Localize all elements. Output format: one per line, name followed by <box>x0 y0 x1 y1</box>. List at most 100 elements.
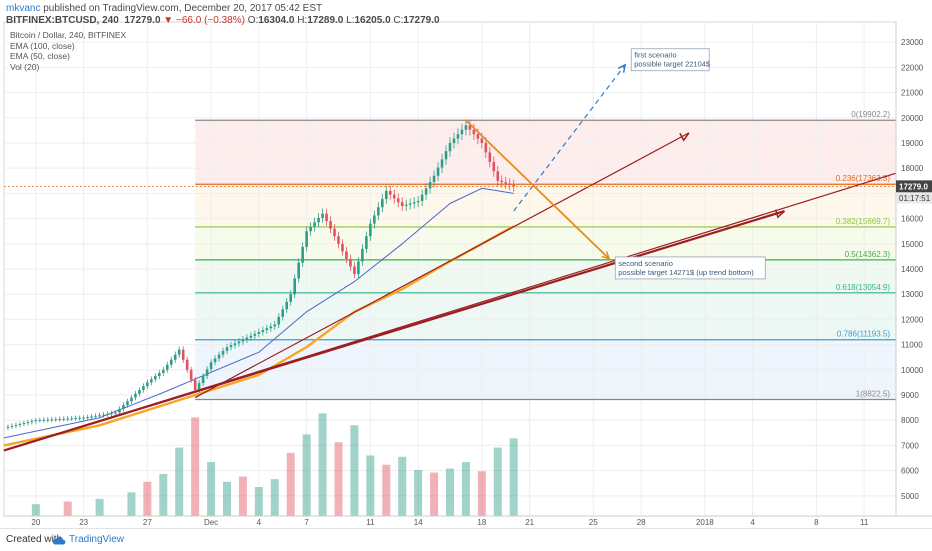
price-tick-label: 23000 <box>901 38 924 47</box>
legend-volume[interactable]: Vol (20) <box>10 61 40 72</box>
fib-label: 0.786(11193.5) <box>837 330 890 339</box>
candle-body <box>14 424 18 426</box>
volume-bar <box>414 469 423 516</box>
fib-label: 0.618(13054.9) <box>836 283 891 292</box>
candle-body <box>281 309 285 317</box>
volume-bar <box>207 462 216 516</box>
price-tick-label: 5000 <box>901 492 919 501</box>
candle-body <box>492 161 496 172</box>
candle-body <box>361 248 364 262</box>
candle-body <box>325 213 328 222</box>
volume-bar <box>31 504 40 516</box>
candle-body <box>257 332 261 334</box>
last-price-tag-label: 17279.0 <box>899 182 928 191</box>
last-price: 17279.0 <box>124 15 161 26</box>
tradingview-cloud-icon <box>52 536 66 545</box>
candle-body <box>436 167 440 176</box>
volume-bar <box>95 498 104 516</box>
candle-body <box>357 261 360 275</box>
fib-band <box>195 292 897 340</box>
candle-body <box>432 175 436 183</box>
time-tick-label: 8 <box>814 518 819 527</box>
volume-bar <box>159 473 168 516</box>
indicator-legend: Bitcoin / Dollar, 240, BITFINEX EMA (100… <box>10 30 126 72</box>
created-with-text: Created with <box>6 534 63 545</box>
volume-bar <box>270 479 279 516</box>
candle-body <box>189 369 193 380</box>
scenario-note-box <box>630 48 710 72</box>
candle-body <box>150 379 153 383</box>
volume-bar <box>493 447 502 516</box>
candle-body <box>500 180 504 183</box>
candle-body <box>416 200 420 203</box>
time-tick-label: 27 <box>143 518 152 527</box>
fib-label: 0.382(15669.7) <box>836 217 891 226</box>
price-axis-bg <box>896 22 932 516</box>
candle-body <box>118 408 121 413</box>
low-value: 16205.0 <box>354 15 391 26</box>
trendline <box>194 132 690 399</box>
volume-bar <box>63 501 72 516</box>
symbol-line: BITFINEX:BTCUSD, 240 17279.0 ▼ −66.0 (−0… <box>6 15 440 26</box>
volume-bar <box>238 476 247 516</box>
candle-body <box>158 372 161 377</box>
candle-body <box>181 349 185 360</box>
candle-body <box>468 125 472 130</box>
time-tick-label: 11 <box>366 518 375 527</box>
fib-levels: 0(19902.2) 0.236(17363.3) 0.382(15669.7) 0.… <box>195 110 896 401</box>
volume-bars <box>31 413 518 516</box>
candle-body <box>452 138 456 143</box>
scenario-note-box <box>614 256 766 280</box>
axes: 5000 6000 7000 8000 9000 10000 11000 12000 13000… <box>4 22 932 527</box>
candle-body <box>388 190 392 195</box>
countdown-tag-label: 01:17:51 <box>899 194 931 203</box>
candle-body <box>146 382 149 387</box>
candle-body <box>245 337 249 340</box>
candle-body <box>381 199 384 208</box>
candle-body <box>289 294 293 302</box>
candle-body <box>333 228 336 237</box>
candle-body <box>50 419 54 421</box>
author-name[interactable]: mkvanc <box>6 3 41 14</box>
price-tick-label: 14000 <box>901 265 924 274</box>
legend-title[interactable]: Bitcoin / Dollar, 240, BITFINEX <box>10 30 127 40</box>
legend-ema100[interactable]: EMA (100, close) <box>10 40 75 51</box>
volume-bar <box>366 455 375 516</box>
candle-body <box>142 386 145 390</box>
candle-body <box>309 226 312 232</box>
legend-ema50[interactable]: EMA (50, close) <box>10 51 70 61</box>
candle-body <box>392 194 396 199</box>
candle-body <box>472 129 476 135</box>
candle-body <box>34 420 38 422</box>
volume-bar <box>175 447 184 516</box>
price-tick-label: 7000 <box>901 441 919 450</box>
trendline-arrowhead <box>679 132 690 142</box>
candle-body <box>365 236 368 249</box>
candle-body <box>98 415 101 417</box>
candle-body <box>114 412 117 414</box>
volume-bar <box>509 438 518 516</box>
candle-body <box>126 401 129 406</box>
trendline-arrowhead <box>774 209 786 219</box>
candle-body <box>237 341 241 344</box>
time-tick-label: 4 <box>257 518 262 527</box>
candle-body <box>138 389 141 394</box>
price-tick-label: 12000 <box>901 315 924 324</box>
volume-bar <box>461 462 470 516</box>
candle-body <box>428 182 432 189</box>
fib-band <box>195 259 897 293</box>
price-change: −66.0 (−0.38%) <box>175 15 245 26</box>
candle-body <box>297 262 300 279</box>
candle-body <box>197 383 201 390</box>
volume-bar <box>302 434 311 516</box>
trendline <box>3 209 785 452</box>
candle-body <box>46 419 50 421</box>
tradingview-brand[interactable]: TradingView <box>69 534 125 545</box>
scenario-note-line: second scenario <box>618 259 673 268</box>
candle-body <box>173 354 177 360</box>
fib-band <box>195 184 897 227</box>
fib-label: 0.5(14362.3) <box>845 250 891 259</box>
scenario-note-line: possible target 14271$ (up trend bottom) <box>618 268 754 277</box>
candle-body <box>110 413 113 415</box>
